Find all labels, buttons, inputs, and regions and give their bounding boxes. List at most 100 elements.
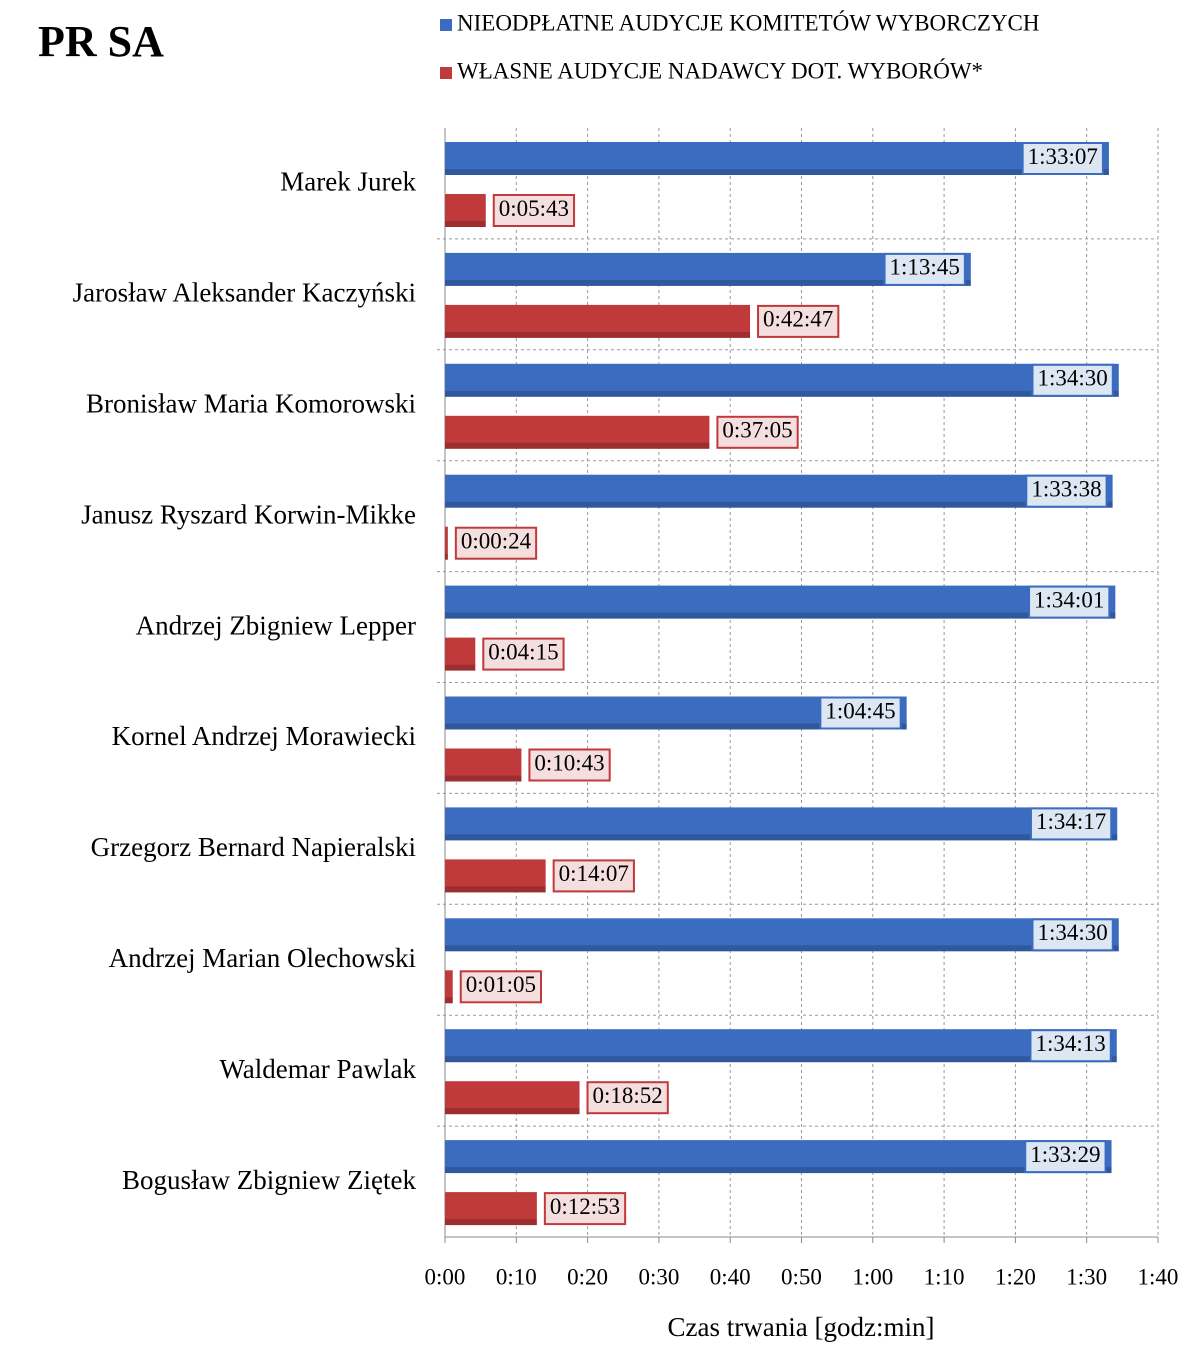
x-tick-label: 0:30 xyxy=(638,1264,679,1289)
data-label: 1:33:38 xyxy=(1031,476,1101,501)
data-label-box xyxy=(1031,363,1114,397)
bar xyxy=(445,748,522,782)
legend-swatch xyxy=(440,19,452,31)
x-tick-label: 1:30 xyxy=(1066,1264,1107,1289)
chart-title: PR SA xyxy=(38,17,164,66)
bar-shade xyxy=(445,612,1116,619)
data-label: 1:34:13 xyxy=(1035,1031,1105,1056)
x-tick-label: 0:40 xyxy=(710,1264,751,1289)
bar-shade xyxy=(445,997,453,1004)
category-label: Janusz Ryszard Korwin-Mikke xyxy=(81,499,416,529)
category-label: Bogusław Zbigniew Ziętek xyxy=(122,1165,416,1195)
bar xyxy=(445,1081,580,1115)
bar xyxy=(445,1192,537,1226)
bar-shade xyxy=(445,169,1109,175)
data-label-box xyxy=(492,194,576,227)
data-label: 1:34:30 xyxy=(1038,366,1108,391)
bar xyxy=(445,637,476,671)
bar xyxy=(445,304,751,338)
data-label-box xyxy=(459,970,543,1004)
category-label: Andrzej Zbigniew Lepper xyxy=(136,610,416,640)
bar-shade xyxy=(445,723,907,730)
data-label: 1:33:29 xyxy=(1030,1142,1100,1167)
legend-label: NIEODPŁATNE AUDYCJE KOMITETÓW WYBORCZYCH xyxy=(457,9,1039,35)
bar xyxy=(445,807,1118,841)
bar-shade xyxy=(445,279,971,286)
bar xyxy=(445,526,448,560)
data-label: 0:04:15 xyxy=(488,639,558,664)
data-label-box xyxy=(757,304,840,338)
data-label: 0:12:53 xyxy=(550,1194,620,1219)
data-label-box xyxy=(1025,474,1108,508)
data-label-box xyxy=(528,748,611,782)
data-label: 1:33:07 xyxy=(1028,144,1098,169)
bar-shade xyxy=(445,945,1119,952)
x-tick-label: 1:40 xyxy=(1138,1264,1179,1289)
bar-shade xyxy=(445,553,448,560)
category-label: Jarosław Aleksander Kaczyński xyxy=(73,278,416,308)
data-label: 0:05:43 xyxy=(499,196,569,221)
category-label: Kornel Andrzej Morawiecki xyxy=(112,721,416,751)
data-label: 0:14:07 xyxy=(559,861,629,886)
x-tick-label: 1:20 xyxy=(995,1264,1036,1289)
category-label: Andrzej Marian Olechowski xyxy=(109,943,416,973)
data-label-box xyxy=(1024,1140,1107,1174)
bar xyxy=(445,474,1113,508)
bar-shade xyxy=(445,1056,1117,1063)
data-label: 0:18:52 xyxy=(593,1083,663,1108)
data-label-box xyxy=(1028,585,1111,619)
x-axis-title: Czas trwania [godz:min] xyxy=(668,1312,935,1342)
bar xyxy=(445,142,1109,175)
x-tick-label: 1:10 xyxy=(924,1264,965,1289)
data-label: 1:04:45 xyxy=(825,698,895,723)
bar xyxy=(445,1029,1117,1063)
bar-shade xyxy=(445,442,710,449)
data-label-box xyxy=(819,696,902,730)
data-label-box xyxy=(716,415,799,449)
category-label: Grzegorz Bernard Napieralski xyxy=(91,832,416,862)
data-label: 0:00:24 xyxy=(461,528,532,553)
legend-swatch xyxy=(440,67,452,79)
bar-shade xyxy=(445,390,1119,397)
data-label-box xyxy=(1029,807,1113,841)
data-label-box xyxy=(586,1081,669,1115)
data-label: 1:13:45 xyxy=(890,255,960,280)
data-label-box xyxy=(1031,918,1114,952)
bar-shade xyxy=(445,775,522,782)
data-label-box xyxy=(482,637,565,671)
bar-shade xyxy=(445,1219,537,1226)
data-label: 1:34:17 xyxy=(1036,809,1106,834)
x-tick-label: 0:00 xyxy=(425,1264,466,1289)
bar-shade xyxy=(445,886,546,893)
x-tick-label: 0:20 xyxy=(567,1264,608,1289)
legend-label: WŁASNE AUDYCJE NADAWCY DOT. WYBORÓW* xyxy=(457,57,983,83)
bar-shade xyxy=(445,501,1113,508)
bar xyxy=(445,1140,1112,1174)
category-label: Marek Jurek xyxy=(280,167,416,197)
data-label-box xyxy=(543,1192,627,1226)
bar xyxy=(445,252,971,286)
x-tick-label: 0:50 xyxy=(781,1264,822,1289)
bar-shade xyxy=(445,331,751,338)
category-label: Waldemar Pawlak xyxy=(219,1054,416,1084)
x-tick-label: 1:00 xyxy=(852,1264,893,1289)
bar-shade xyxy=(445,1108,580,1115)
data-label: 0:01:05 xyxy=(466,972,536,997)
data-label-box xyxy=(1029,1029,1112,1063)
data-label: 0:42:47 xyxy=(763,307,833,332)
bar-shade xyxy=(445,221,486,227)
data-label: 1:34:01 xyxy=(1034,587,1104,612)
data-label-box xyxy=(552,859,635,893)
data-label: 1:34:30 xyxy=(1038,920,1108,945)
bar xyxy=(445,585,1116,619)
bar-shade xyxy=(445,834,1118,841)
bar xyxy=(445,970,453,1004)
data-label: 0:10:43 xyxy=(534,750,604,775)
bar xyxy=(445,194,486,227)
bar xyxy=(445,363,1119,397)
bar-shade xyxy=(445,1167,1112,1174)
bar-shade xyxy=(445,664,476,671)
bar xyxy=(445,918,1119,952)
category-label: Bronisław Maria Komorowski xyxy=(86,388,416,418)
